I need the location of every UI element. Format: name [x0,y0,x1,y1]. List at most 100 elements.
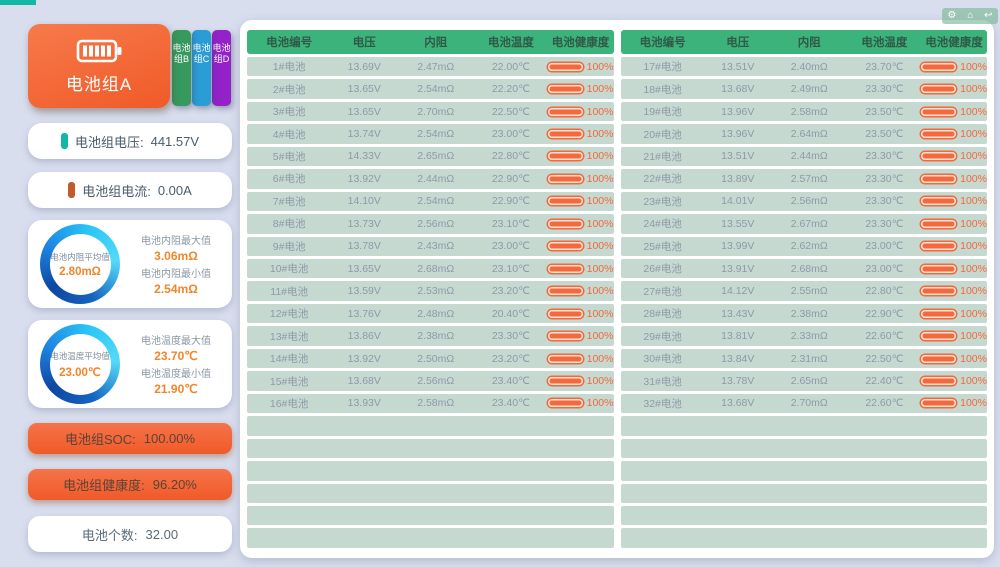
voltage-value: 13.81V [721,330,755,343]
empty-row [620,506,987,526]
health-percent: 100% [586,172,614,185]
table-row[interactable]: 4#电池 13.74V 2.54mΩ 23.00℃ 100% [247,124,614,144]
table-row[interactable]: 32#电池 13.68V 2.70mΩ 22.60℃ 100% [620,393,987,414]
tab-battery-group-d[interactable]: 电池组D [212,30,231,106]
table-row[interactable]: 19#电池 13.96V 2.58mΩ 23.50℃ 100% [620,101,987,122]
battery-id: 8#电池 [272,218,306,231]
health-bar [921,130,957,139]
table-row[interactable]: 27#电池 14.12V 2.55mΩ 22.80℃ 100% [620,281,987,301]
voltage-value: 13.43V [721,307,755,320]
health-bar [921,152,957,161]
pack-voltage-card: 电池组电压: 441.57V [28,123,232,159]
health-percent: 100% [586,262,614,275]
health-cell: 100% [921,83,987,95]
health-percent: 100% [960,330,987,343]
table-row[interactable]: 6#电池 13.92V 2.44mΩ 22.90℃ 100% [247,169,614,189]
back-icon[interactable]: ↩ [984,10,993,21]
empty-row [620,438,987,459]
health-cell: 100% [547,128,613,140]
battery-id: 4#电池 [272,128,306,141]
table-row[interactable]: 8#电池 13.73V 2.56mΩ 23.10℃ 100% [247,214,614,234]
table-row[interactable]: 22#电池 13.89V 2.57mΩ 23.30℃ 100% [620,169,987,189]
battery-table-panel: 电池编号 电压 内阻 电池温度 电池健康度 1#电池 13.69V 2.47mΩ 22.00℃ 1… [240,20,994,558]
pack-current-value: 0.00A [157,182,192,198]
resistance-avg-value: 2.80mΩ [59,265,101,278]
temperature-value: 22.60℃ [865,330,904,343]
pack-health-button[interactable]: 电池组健康度: 96.20% [28,469,232,500]
tab-battery-group-c[interactable]: 电池组C [192,30,211,106]
battery-id: 12#电池 [269,308,309,321]
resistance-value: 2.49mΩ [790,83,828,96]
battery-id: 19#电池 [643,106,682,119]
temperature-value: 22.50℃ [491,105,530,118]
table-row[interactable]: 17#电池 13.51V 2.40mΩ 23.70℃ 100% [620,56,987,77]
voltage-value: 13.65V [347,262,381,275]
table-row[interactable]: 28#电池 13.43V 2.38mΩ 22.90℃ 100% [620,303,987,324]
tab-battery-group-a[interactable]: 电池组A [28,24,170,108]
tab-battery-group-b[interactable]: 电池组B [172,30,191,106]
voltage-value: 13.92V [347,352,381,365]
home-icon[interactable]: ⌂ [967,10,974,21]
health-percent: 100% [586,217,614,230]
battery-table-right: 电池编号 电压 内阻 电池温度 电池健康度 17#电池 13.51V 2.40mΩ 23.70℃… [620,30,987,548]
table-header-row: 电池编号 电压 内阻 电池温度 电池健康度 [620,30,987,54]
empty-row [247,506,614,526]
table-row[interactable]: 3#电池 13.65V 2.70mΩ 22.50℃ 100% [247,101,614,122]
health-percent: 100% [586,397,614,410]
settings-icon[interactable]: ⚙ [947,10,957,21]
sidebar: 电池组A 电池组B 电池组C 电池组D 电池组电压: 441.57V 电池组电流… [28,12,232,552]
table-row[interactable]: 26#电池 13.91V 2.68mΩ 23.00℃ 100% [620,259,987,279]
table-row[interactable]: 23#电池 14.01V 2.56mΩ 23.30℃ 100% [620,191,987,212]
voltage-value: 13.74V [347,128,381,141]
temperature-value: 22.90℃ [491,172,530,185]
voltage-value: 13.73V [347,217,381,230]
table-row[interactable]: 25#电池 13.99V 2.62mΩ 23.00℃ 100% [620,236,987,257]
pack-health-value: 96.20% [152,477,197,492]
table-row[interactable]: 30#电池 13.84V 2.31mΩ 22.50℃ 100% [620,348,987,369]
health-bar [547,152,583,161]
health-cell: 100% [921,106,987,118]
table-row[interactable]: 31#电池 13.78V 2.65mΩ 22.40℃ 100% [620,371,987,391]
soc-button[interactable]: 电池组SOC: 100.00% [28,423,232,454]
voltage-value: 13.59V [347,285,381,298]
table-row[interactable]: 18#电池 13.68V 2.49mΩ 23.30℃ 100% [620,79,987,99]
resistance-value: 2.54mΩ [417,83,455,96]
battery-id: 31#电池 [643,375,682,388]
health-percent: 100% [586,60,614,73]
table-row[interactable]: 5#电池 14.33V 2.65mΩ 22.80℃ 100% [247,146,614,167]
battery-icon [76,39,122,62]
table-row[interactable]: 21#电池 13.51V 2.44mΩ 23.30℃ 100% [620,146,987,167]
health-cell: 100% [547,106,613,118]
health-bar [547,107,583,116]
voltage-value: 14.12V [721,285,755,298]
health-percent: 100% [960,262,987,275]
resistance-min-value: 2.54mΩ [154,282,198,296]
battery-count-label: 电池个数: [81,527,138,543]
temperature-value: 23.10℃ [491,262,530,275]
temperature-min-label: 电池温度最小值 [141,369,211,380]
table-row[interactable]: 12#电池 13.76V 2.48mΩ 20.40℃ 100% [247,303,614,324]
table-row[interactable]: 24#电池 13.55V 2.67mΩ 23.30℃ 100% [620,214,987,234]
table-row[interactable]: 7#电池 14.10V 2.54mΩ 22.90℃ 100% [247,191,614,212]
table-row[interactable]: 2#电池 13.65V 2.54mΩ 22.20℃ 100% [247,79,614,99]
table-row[interactable]: 15#电池 13.68V 2.56mΩ 23.40℃ 100% [247,371,614,391]
table-row[interactable]: 10#电池 13.65V 2.68mΩ 23.10℃ 100% [247,259,614,279]
empty-row [620,483,987,504]
table-row[interactable]: 1#电池 13.69V 2.47mΩ 22.00℃ 100% [247,56,614,77]
health-percent: 100% [586,352,614,365]
health-percent: 100% [586,285,614,298]
table-row[interactable]: 14#电池 13.92V 2.50mΩ 23.20℃ 100% [247,348,614,369]
table-row[interactable]: 11#电池 13.59V 2.53mΩ 23.20℃ 100% [247,281,614,301]
health-cell: 100% [921,240,987,252]
pack-voltage-label: 电池组电压: [74,134,144,150]
column-header: 电池温度 [861,36,908,49]
health-cell: 100% [921,330,987,342]
temperature-value: 23.30℃ [865,195,904,208]
table-row[interactable]: 9#电池 13.78V 2.43mΩ 23.00℃ 100% [247,236,614,257]
table-row[interactable]: 13#电池 13.86V 2.38mΩ 23.30℃ 100% [247,326,614,346]
health-percent: 100% [960,285,987,298]
voltage-value: 13.84V [721,352,755,365]
table-row[interactable]: 16#电池 13.93V 2.58mΩ 23.40℃ 100% [247,393,614,414]
table-row[interactable]: 20#电池 13.96V 2.64mΩ 23.50℃ 100% [620,124,987,144]
table-row[interactable]: 29#电池 13.81V 2.33mΩ 22.60℃ 100% [620,326,987,346]
